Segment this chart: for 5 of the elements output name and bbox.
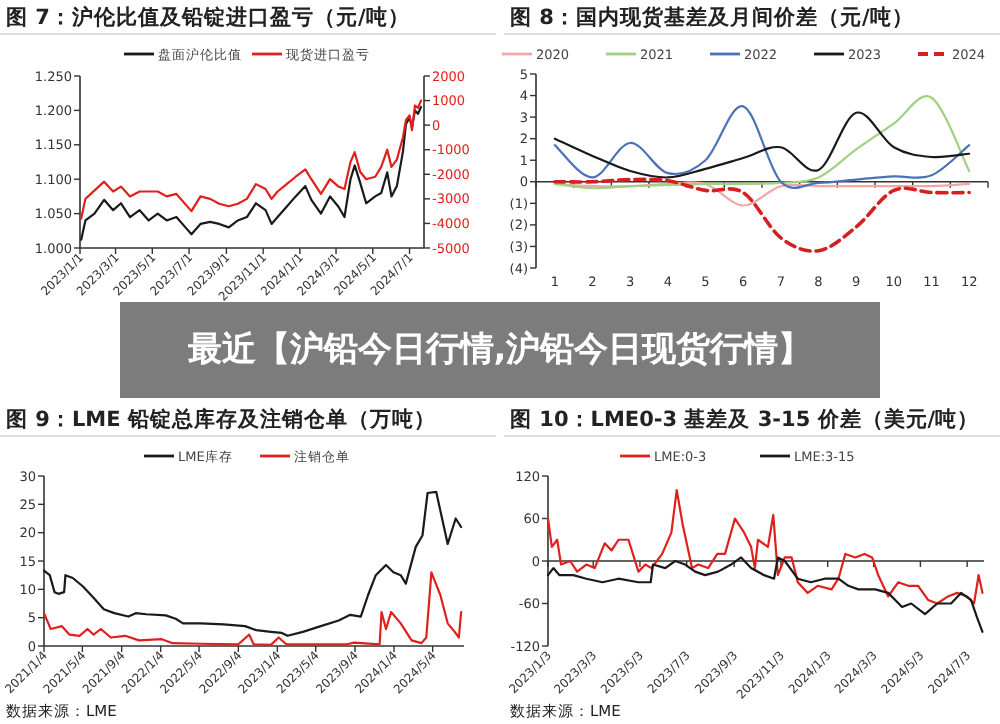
title: 图 8：国内现货基差及月间价差（元/吨）: [510, 6, 914, 30]
title: 图 10：LME0-3 基差及 3-15 价差（美元/吨）: [510, 408, 980, 432]
title: 图 9：LME 铅锭总库存及注销仓单（万吨）: [6, 408, 436, 432]
title: 图 7：沪伦比值及铅锭进口盈亏（元/吨）: [6, 6, 410, 30]
title: 最近【沪铅今日行情,沪铅今日现货行情】: [187, 328, 813, 372]
